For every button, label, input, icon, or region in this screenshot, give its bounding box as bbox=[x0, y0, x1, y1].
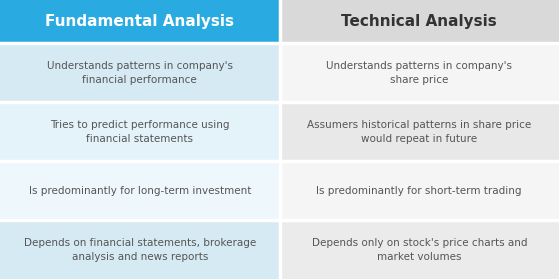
Bar bbox=[0, 220, 280, 279]
Bar bbox=[280, 220, 559, 279]
Bar bbox=[0, 102, 280, 161]
Bar bbox=[0, 161, 280, 220]
Bar bbox=[280, 102, 559, 161]
Text: Technical Analysis: Technical Analysis bbox=[342, 14, 497, 29]
Text: Depends on financial statements, brokerage
analysis and news reports: Depends on financial statements, brokera… bbox=[23, 237, 256, 261]
Bar bbox=[280, 0, 559, 43]
Bar bbox=[0, 0, 280, 43]
Text: Understands patterns in company's
share price: Understands patterns in company's share … bbox=[326, 61, 512, 85]
Bar bbox=[280, 161, 559, 220]
Text: Is predominantly for long-term investment: Is predominantly for long-term investmen… bbox=[29, 186, 251, 196]
Text: Assumers historical patterns in share price
would repeat in future: Assumers historical patterns in share pr… bbox=[307, 120, 532, 144]
Text: Tries to predict performance using
financial statements: Tries to predict performance using finan… bbox=[50, 120, 230, 144]
Text: Depends only on stock's price charts and
market volumes: Depends only on stock's price charts and… bbox=[311, 237, 527, 261]
Bar bbox=[280, 43, 559, 102]
Text: Is predominantly for short-term trading: Is predominantly for short-term trading bbox=[316, 186, 522, 196]
Text: Understands patterns in company's
financial performance: Understands patterns in company's financ… bbox=[47, 61, 233, 85]
Text: Fundamental Analysis: Fundamental Analysis bbox=[45, 14, 234, 29]
Bar bbox=[0, 43, 280, 102]
